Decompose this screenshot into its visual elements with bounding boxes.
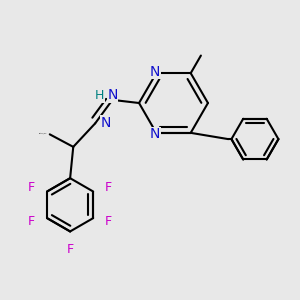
Text: N: N [101,116,111,130]
Text: F: F [105,182,112,194]
Text: N: N [149,64,160,79]
Text: F: F [105,215,112,228]
Text: F: F [28,182,35,194]
Text: methyl_imp: methyl_imp [38,132,46,134]
Text: N: N [149,128,160,141]
Text: N: N [107,88,118,103]
Text: F: F [67,243,74,256]
Text: H: H [94,89,104,102]
Text: F: F [28,215,35,228]
